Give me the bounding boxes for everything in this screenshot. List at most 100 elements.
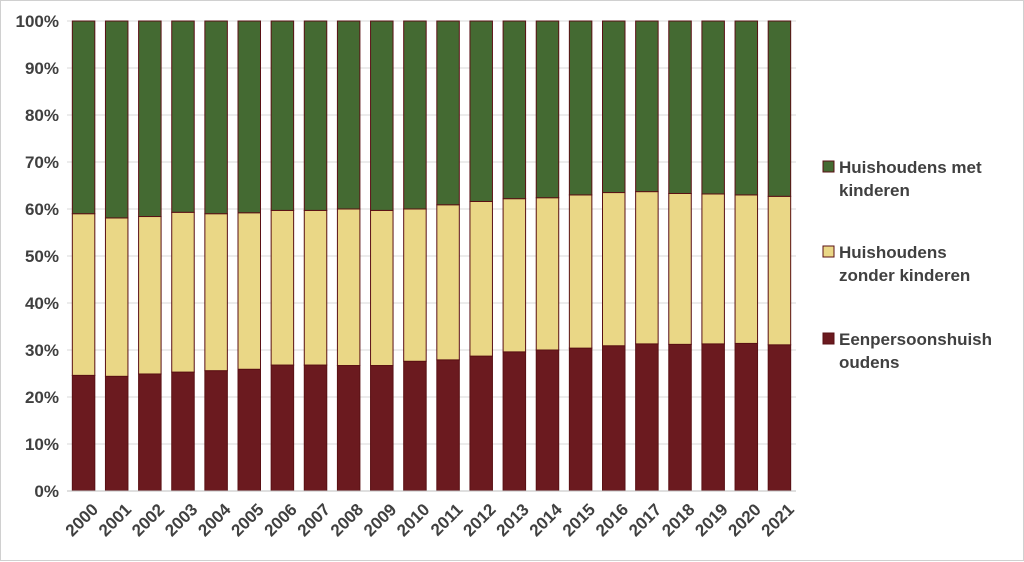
x-tick-label: 2017 (625, 500, 665, 540)
bar-segment-2 (104, 217, 129, 377)
bar-segment-3 (403, 20, 427, 210)
bar-segment-3 (237, 20, 261, 214)
bar-segment-1 (237, 368, 261, 492)
bar-segment-3 (734, 20, 759, 196)
bar-segment-1 (204, 370, 228, 492)
y-tick-label: 40% (25, 294, 59, 313)
legend-label: kinderen (839, 181, 910, 200)
bar-segment-1 (668, 343, 692, 492)
legend: Huishoudens met kinderen Huishoudens zonder… (822, 158, 992, 372)
bar-segment-3 (336, 20, 361, 210)
bar-segment-1 (635, 343, 659, 492)
x-tick-label: 2019 (691, 500, 731, 540)
y-tick-label: 30% (25, 341, 59, 360)
y-tick-label: 70% (25, 153, 59, 172)
bar-segment-2 (535, 197, 560, 351)
bar-segment-3 (602, 20, 626, 194)
x-tick-label: 2021 (758, 500, 798, 540)
bar-segment-2 (171, 211, 195, 373)
bar-segment-3 (469, 20, 493, 202)
x-tick-label: 2004 (194, 500, 235, 541)
bar-segment-3 (436, 20, 460, 206)
x-tick-label: 2013 (493, 500, 533, 540)
bar-segment-1 (370, 365, 394, 492)
legend-swatch (822, 245, 835, 258)
bar-segment-2 (602, 192, 626, 347)
bar-segment-2 (237, 212, 261, 370)
x-tick-label: 2005 (228, 500, 268, 540)
y-tick-label: 100% (16, 12, 59, 31)
bar-segment-1 (568, 347, 593, 492)
bar-segment-1 (701, 343, 725, 492)
x-tick-label: 2020 (725, 500, 765, 540)
bar-segment-1 (436, 359, 460, 492)
bar-segment-2 (734, 194, 759, 344)
bar-segment-3 (502, 20, 527, 200)
legend-label: zonder kinderen (839, 266, 970, 285)
x-tick-label: 2006 (261, 500, 301, 540)
bar-segment-2 (336, 208, 361, 367)
bar-segment-2 (204, 213, 228, 372)
bar-segment-1 (303, 364, 328, 492)
bar-segment-2 (767, 195, 792, 346)
bar-segment-1 (138, 373, 162, 492)
bar-segment-1 (336, 365, 361, 492)
bar-segment-1 (469, 355, 493, 492)
bar-segment-1 (171, 371, 195, 492)
bar-segment-2 (502, 198, 527, 353)
y-tick-label: 0% (34, 482, 59, 501)
bar-segment-3 (701, 20, 725, 195)
bar-segment-3 (204, 20, 228, 215)
x-tick-label: 2008 (327, 500, 367, 540)
bar-segment-3 (568, 20, 593, 196)
legend-swatch (822, 160, 835, 173)
bar-segment-3 (668, 20, 692, 194)
x-tick-label: 2016 (592, 500, 632, 540)
legend-swatch (822, 332, 835, 345)
bar-segment-2 (403, 208, 427, 362)
bar-segment-3 (635, 20, 659, 193)
bar-segment-2 (701, 193, 725, 345)
y-tick-label: 60% (25, 200, 59, 219)
x-tick-label: 2011 (427, 500, 467, 540)
x-tick-label: 2009 (360, 500, 400, 540)
bar-segment-3 (767, 20, 792, 197)
x-tick-label: 2018 (658, 500, 698, 540)
bar-segment-2 (270, 209, 295, 366)
bar-segment-1 (270, 364, 295, 492)
bar-segment-1 (767, 344, 792, 492)
bar-segment-1 (104, 375, 129, 492)
x-tick-label: 2012 (459, 500, 499, 540)
bar-segment-2 (668, 192, 692, 345)
legend-label: Eenpersoonshuish (839, 330, 992, 349)
y-tick-label: 20% (25, 388, 59, 407)
legend-label: Huishoudens met (839, 158, 982, 177)
x-tick-label: 2007 (294, 500, 334, 540)
legend-label: oudens (839, 353, 899, 372)
bar-segment-1 (535, 349, 560, 492)
x-tick-label: 2000 (62, 500, 102, 540)
bar-segment-2 (138, 216, 162, 375)
bar-segment-3 (370, 20, 394, 211)
bar-segment-1 (502, 351, 527, 492)
x-tick-label: 2010 (393, 500, 433, 540)
bar-segment-1 (403, 360, 427, 492)
bar-segment-2 (303, 209, 328, 366)
y-tick-label: 80% (25, 106, 59, 125)
bar-segment-1 (71, 374, 96, 492)
bar-segment-3 (535, 20, 560, 199)
x-tick-label: 2015 (559, 500, 599, 540)
bar-segment-3 (104, 20, 129, 219)
bar-segment-2 (71, 213, 96, 376)
bar-segment-3 (138, 20, 162, 218)
bar-segment-2 (370, 209, 394, 367)
bar-segment-3 (303, 20, 328, 211)
bar-segment-2 (469, 200, 493, 357)
bar-segment-2 (436, 204, 460, 361)
x-tick-label: 2003 (161, 500, 201, 540)
bar-segment-2 (635, 191, 659, 345)
y-tick-label: 10% (25, 435, 59, 454)
y-tick-label: 90% (25, 59, 59, 78)
